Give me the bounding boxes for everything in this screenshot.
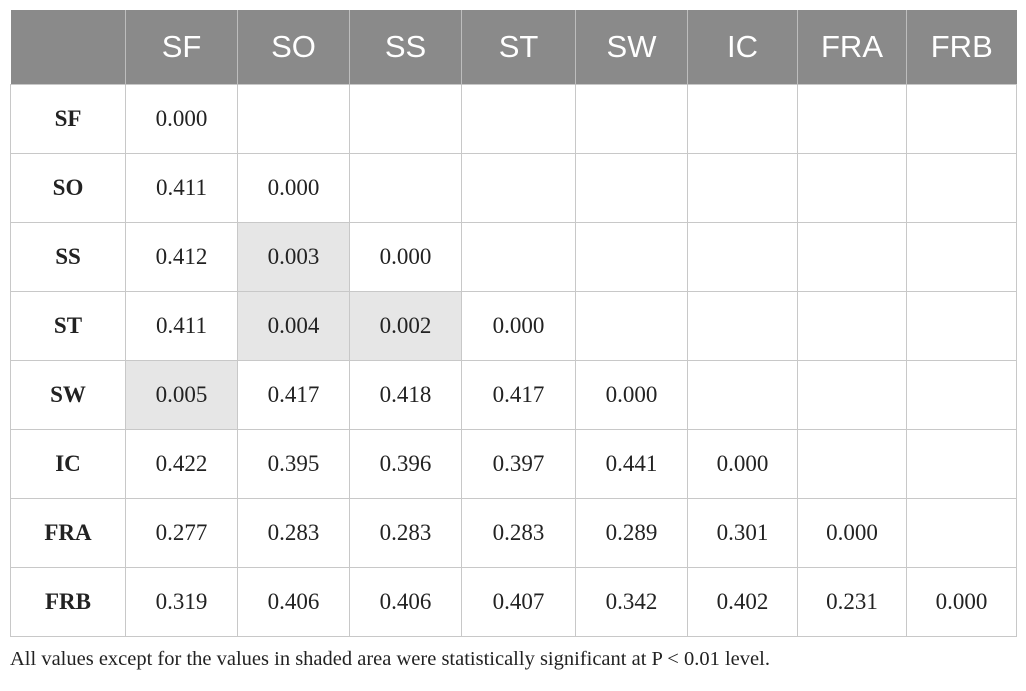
empty-cell (575, 291, 688, 361)
column-header: SS (349, 10, 462, 85)
value-cell: 0.000 (687, 429, 798, 499)
value-cell: 0.301 (687, 498, 798, 568)
empty-cell (461, 153, 576, 223)
empty-cell (797, 153, 907, 223)
value-cell: 0.441 (575, 429, 688, 499)
value-cell: 0.395 (237, 429, 350, 499)
table-row: FRB 0.319 0.406 0.406 0.407 0.342 0.402 0.231 0.… (10, 567, 1017, 637)
value-cell: 0.412 (125, 222, 238, 292)
row-label: FRB (10, 567, 126, 637)
column-header: SW (575, 10, 688, 85)
value-cell: 0.283 (237, 498, 350, 568)
empty-cell (575, 222, 688, 292)
corner-cell (10, 10, 126, 85)
empty-cell (687, 84, 798, 154)
value-cell: 0.000 (125, 84, 238, 154)
row-label: SW (10, 360, 126, 430)
footnote: All values except for the values in shad… (10, 648, 770, 670)
value-cell: 0.283 (349, 498, 462, 568)
table-row: SO 0.411 0.000 (10, 153, 1017, 223)
row-label: SS (10, 222, 126, 292)
empty-cell (797, 291, 907, 361)
empty-cell (906, 222, 1017, 292)
row-label: SO (10, 153, 126, 223)
column-header: ST (461, 10, 576, 85)
empty-cell (461, 84, 576, 154)
value-cell: 0.000 (349, 222, 462, 292)
empty-cell (906, 360, 1017, 430)
column-header: FRA (797, 10, 907, 85)
table-row: IC 0.422 0.395 0.396 0.397 0.441 0.000 (10, 429, 1017, 499)
value-cell: 0.000 (237, 153, 350, 223)
value-cell: 0.342 (575, 567, 688, 637)
row-label: SF (10, 84, 126, 154)
empty-cell (906, 153, 1017, 223)
empty-cell (687, 291, 798, 361)
empty-cell (797, 222, 907, 292)
empty-cell (906, 291, 1017, 361)
row-label: FRA (10, 498, 126, 568)
value-cell: 0.000 (797, 498, 907, 568)
column-header: IC (687, 10, 798, 85)
value-cell: 0.411 (125, 291, 238, 361)
row-label: IC (10, 429, 126, 499)
empty-cell (797, 429, 907, 499)
value-cell: 0.000 (575, 360, 688, 430)
value-cell: 0.000 (461, 291, 576, 361)
column-header: SF (125, 10, 238, 85)
table-body: SF 0.000 SO 0.411 0.000 SS 0.412 0.003 0.000 ST 0.… (10, 84, 1017, 637)
empty-cell (349, 153, 462, 223)
value-cell: 0.417 (237, 360, 350, 430)
value-cell: 0.407 (461, 567, 576, 637)
table-row: SS 0.412 0.003 0.000 (10, 222, 1017, 292)
table-row: ST 0.411 0.004 0.002 0.000 (10, 291, 1017, 361)
empty-cell (687, 360, 798, 430)
empty-cell (687, 222, 798, 292)
value-cell: 0.003 (237, 222, 350, 292)
column-header: SO (237, 10, 350, 85)
empty-cell (797, 360, 907, 430)
distance-table: SF SO SS ST SW IC FRA FRB SF 0.000 SO 0.411 0.000 SS… (10, 10, 1017, 637)
empty-cell (906, 498, 1017, 568)
value-cell: 0.406 (237, 567, 350, 637)
value-cell: 0.418 (349, 360, 462, 430)
empty-cell (575, 153, 688, 223)
empty-cell (687, 153, 798, 223)
row-label: ST (10, 291, 126, 361)
value-cell: 0.402 (687, 567, 798, 637)
value-cell: 0.277 (125, 498, 238, 568)
value-cell: 0.422 (125, 429, 238, 499)
empty-cell (575, 84, 688, 154)
table-row: FRA 0.277 0.283 0.283 0.283 0.289 0.301 0.000 (10, 498, 1017, 568)
empty-cell (237, 84, 350, 154)
value-cell: 0.411 (125, 153, 238, 223)
empty-cell (797, 84, 907, 154)
value-cell: 0.231 (797, 567, 907, 637)
value-cell: 0.004 (237, 291, 350, 361)
table-row: SF 0.000 (10, 84, 1017, 154)
value-cell: 0.289 (575, 498, 688, 568)
value-cell: 0.002 (349, 291, 462, 361)
header-row: SF SO SS ST SW IC FRA FRB (10, 10, 1017, 85)
value-cell: 0.319 (125, 567, 238, 637)
value-cell: 0.417 (461, 360, 576, 430)
empty-cell (349, 84, 462, 154)
column-header: FRB (906, 10, 1017, 85)
value-cell: 0.005 (125, 360, 238, 430)
value-cell: 0.000 (906, 567, 1017, 637)
empty-cell (906, 429, 1017, 499)
value-cell: 0.406 (349, 567, 462, 637)
empty-cell (906, 84, 1017, 154)
table-row: SW 0.005 0.417 0.418 0.417 0.000 (10, 360, 1017, 430)
value-cell: 0.397 (461, 429, 576, 499)
value-cell: 0.283 (461, 498, 576, 568)
empty-cell (461, 222, 576, 292)
value-cell: 0.396 (349, 429, 462, 499)
